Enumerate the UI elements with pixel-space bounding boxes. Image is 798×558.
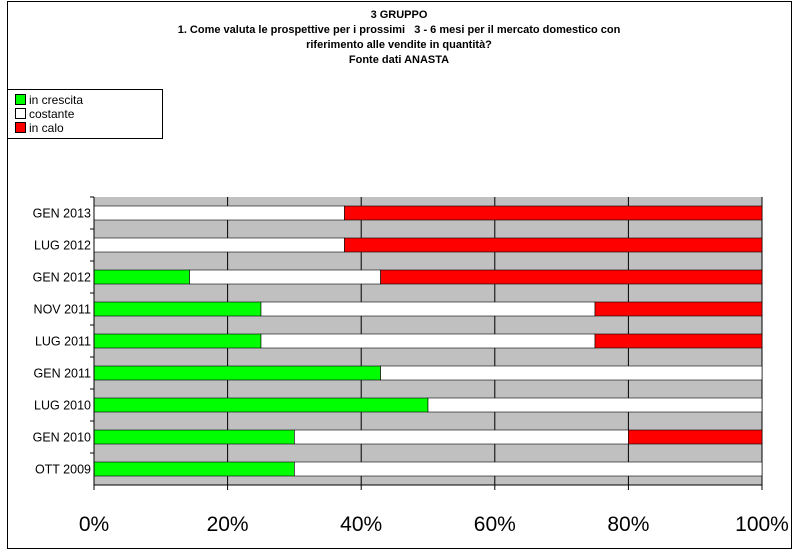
bar-in-calo-GEN-2013 [344,205,763,221]
category-label: GEN 2010 [33,431,91,445]
chart-title: 3 GRUPPO 1. Come valuta le prospettive p… [0,8,798,68]
category-label: GEN 2013 [33,207,91,221]
bar-in-calo-NOV-2011 [594,301,763,317]
bar-costante-LUG-2010 [427,397,763,413]
bar-costante-GEN-2011 [380,365,763,381]
category-label: OTT 2009 [35,463,91,477]
bar-in-crescita-NOV-2011 [93,301,262,317]
bar-costante-LUG-2011 [260,333,596,349]
x-tick-label: 80% [607,513,649,536]
bar-costante-OTT-2009 [294,461,763,477]
title-line-1: 3 GRUPPO [370,9,428,21]
legend-swatch-in-crescita [15,94,26,106]
title-line-4: Fonte dati ANASTA [348,54,450,66]
category-label: LUG 2012 [34,239,91,253]
bar-costante-GEN-2012 [189,269,381,285]
bar-costante-LUG-2012 [93,237,345,253]
legend-swatch-costante [15,108,26,120]
x-tick-label: 0% [79,513,109,536]
legend-item-in-crescita: in crescita [15,93,83,107]
bar-costante-GEN-2010 [294,429,629,445]
x-tick-label: 20% [207,513,249,536]
bar-in-calo-LUG-2011 [594,333,763,349]
bar-in-crescita-LUG-2011 [93,333,262,349]
category-label: GEN 2011 [34,367,91,381]
legend-item-costante: costante [15,107,74,121]
category-label: NOV 2011 [34,303,91,317]
x-tick-label: 100% [735,513,789,536]
bar-costante-GEN-2013 [93,205,345,221]
legend-label-in-crescita: in crescita [29,93,84,107]
title-line-3: riferimento alle vendite in quantità? [306,39,492,51]
title-line-2: 1. Come valuta le prospettive per i pros… [177,24,621,36]
legend-label-in-calo: in calo [29,121,64,135]
bar-in-crescita-GEN-2012 [93,269,190,285]
category-label: LUG 2011 [35,335,91,349]
legend-swatch-in-calo [15,122,26,134]
legend: in crescita costante in calo [7,89,163,139]
bar-in-crescita-LUG-2010 [93,397,429,413]
category-label: GEN 2012 [33,271,91,285]
bar-in-calo-GEN-2010 [628,429,763,445]
bar-in-calo-GEN-2012 [380,269,763,285]
bar-costante-NOV-2011 [260,301,596,317]
bar-in-crescita-OTT-2009 [93,461,295,477]
legend-label-costante: costante [29,107,75,121]
bar-in-calo-LUG-2012 [344,237,763,253]
category-label: LUG 2010 [34,399,91,413]
x-tick-label: 40% [340,513,382,536]
bar-in-crescita-GEN-2011 [93,365,381,381]
x-tick-label: 60% [474,513,516,536]
bar-in-crescita-GEN-2010 [93,429,295,445]
legend-item-in-calo: in calo [15,121,64,135]
